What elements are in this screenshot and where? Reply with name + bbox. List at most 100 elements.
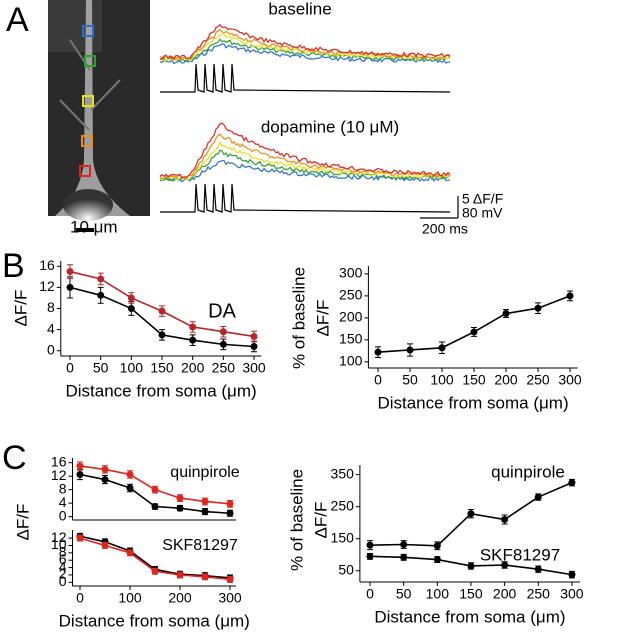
y-tick-label: 8 bbox=[59, 480, 67, 496]
y-tick-label: 0 bbox=[59, 573, 67, 589]
trace bbox=[159, 160, 451, 183]
point bbox=[76, 462, 84, 470]
panel-label: A bbox=[6, 1, 29, 39]
x-tick-label: 300 bbox=[218, 590, 242, 606]
point bbox=[97, 275, 105, 283]
x-tick-label: 150 bbox=[459, 586, 483, 602]
x-tick-label: 150 bbox=[150, 360, 174, 376]
x-axis-label: Distance from soma (μm) bbox=[374, 607, 565, 626]
point bbox=[151, 567, 159, 575]
point bbox=[189, 336, 197, 344]
x-tick-label: 50 bbox=[93, 360, 109, 376]
y-tick-label: 10 bbox=[51, 536, 67, 552]
trace bbox=[160, 23, 451, 60]
series-line bbox=[377, 295, 571, 353]
x-tick-label: 300 bbox=[560, 586, 584, 602]
y-tick-label: 0 bbox=[59, 507, 67, 523]
trace bbox=[159, 140, 451, 181]
point bbox=[534, 565, 542, 573]
point bbox=[534, 493, 542, 501]
x-tick-label: 150 bbox=[462, 372, 486, 388]
point bbox=[433, 556, 441, 564]
y-tick-label: 2 bbox=[59, 566, 67, 582]
x-tick-label: 0 bbox=[374, 372, 382, 388]
series-label: SKF81297 bbox=[480, 545, 560, 564]
y-tick-label: 250 bbox=[339, 287, 363, 303]
stim-trace bbox=[160, 183, 451, 213]
x-tick-label: 50 bbox=[402, 372, 418, 388]
micrograph bbox=[48, 0, 150, 232]
point bbox=[76, 534, 84, 542]
point bbox=[467, 510, 475, 518]
point bbox=[226, 500, 234, 508]
point bbox=[126, 471, 134, 479]
x-tick-label: 200 bbox=[494, 372, 518, 388]
x-tick-label: 200 bbox=[168, 590, 192, 606]
point bbox=[374, 348, 382, 356]
y-tick-label: 16 bbox=[51, 453, 67, 469]
point bbox=[158, 331, 166, 339]
point bbox=[176, 571, 184, 579]
y-tick-label: 0 bbox=[47, 341, 55, 357]
point bbox=[366, 541, 374, 549]
x-tick-label: 0 bbox=[366, 586, 374, 602]
point bbox=[502, 309, 510, 317]
scale-bars bbox=[420, 196, 459, 219]
point bbox=[201, 497, 209, 505]
point bbox=[366, 552, 374, 560]
y-axis-label: ΔF/F bbox=[311, 502, 330, 539]
point bbox=[126, 484, 134, 492]
point bbox=[126, 549, 134, 557]
y-tick-label: 8 bbox=[47, 299, 55, 315]
panel-label: C bbox=[2, 439, 27, 477]
y-tick-label: 250 bbox=[331, 497, 355, 513]
point bbox=[101, 541, 109, 549]
y-axis-label: % of baseline bbox=[289, 267, 308, 369]
y-axis-label: % of baseline bbox=[287, 469, 306, 571]
y-tick-label: 350 bbox=[331, 465, 355, 481]
point bbox=[400, 553, 408, 561]
point bbox=[101, 465, 109, 473]
point bbox=[226, 509, 234, 517]
point bbox=[566, 292, 574, 300]
point bbox=[201, 573, 209, 581]
point bbox=[568, 571, 576, 579]
y-axis-label: ΔF/F bbox=[11, 290, 30, 327]
x-tick-label: 50 bbox=[396, 586, 412, 602]
annotation: DA bbox=[208, 300, 236, 322]
point bbox=[406, 346, 414, 354]
point bbox=[534, 304, 542, 312]
y-tick-label: 8 bbox=[59, 544, 67, 560]
y-tick-label: 4 bbox=[47, 320, 55, 336]
point bbox=[438, 344, 446, 352]
y-tick-label: 150 bbox=[339, 331, 363, 347]
point bbox=[250, 332, 258, 340]
stim-trace bbox=[160, 63, 451, 93]
x-tick-label: 100 bbox=[118, 590, 142, 606]
point bbox=[151, 486, 159, 494]
point bbox=[66, 283, 74, 291]
series-label: quinpirole bbox=[491, 462, 565, 481]
y-tick-label: 6 bbox=[59, 551, 67, 567]
point bbox=[470, 328, 478, 336]
point bbox=[127, 305, 135, 312]
y-tick-label: 4 bbox=[59, 558, 67, 574]
annotation: SKF81297 bbox=[162, 537, 238, 554]
point bbox=[189, 323, 197, 331]
point bbox=[226, 575, 234, 583]
point bbox=[201, 508, 209, 516]
point bbox=[158, 307, 166, 315]
x-tick-label: 250 bbox=[526, 372, 550, 388]
y-axis-label: ΔF/F bbox=[313, 300, 332, 337]
trace-title: dopamine (10 μM) bbox=[261, 117, 399, 136]
y-tick-label: 12 bbox=[51, 467, 67, 483]
point bbox=[250, 343, 258, 350]
x-tick-label: 0 bbox=[76, 590, 84, 606]
point bbox=[501, 561, 509, 569]
point bbox=[467, 562, 475, 570]
y-axis-label: ΔF/F bbox=[13, 504, 32, 541]
y-tick-label: 12 bbox=[39, 278, 55, 294]
x-tick-label: 100 bbox=[430, 372, 454, 388]
y-tick-label: 150 bbox=[331, 529, 355, 545]
